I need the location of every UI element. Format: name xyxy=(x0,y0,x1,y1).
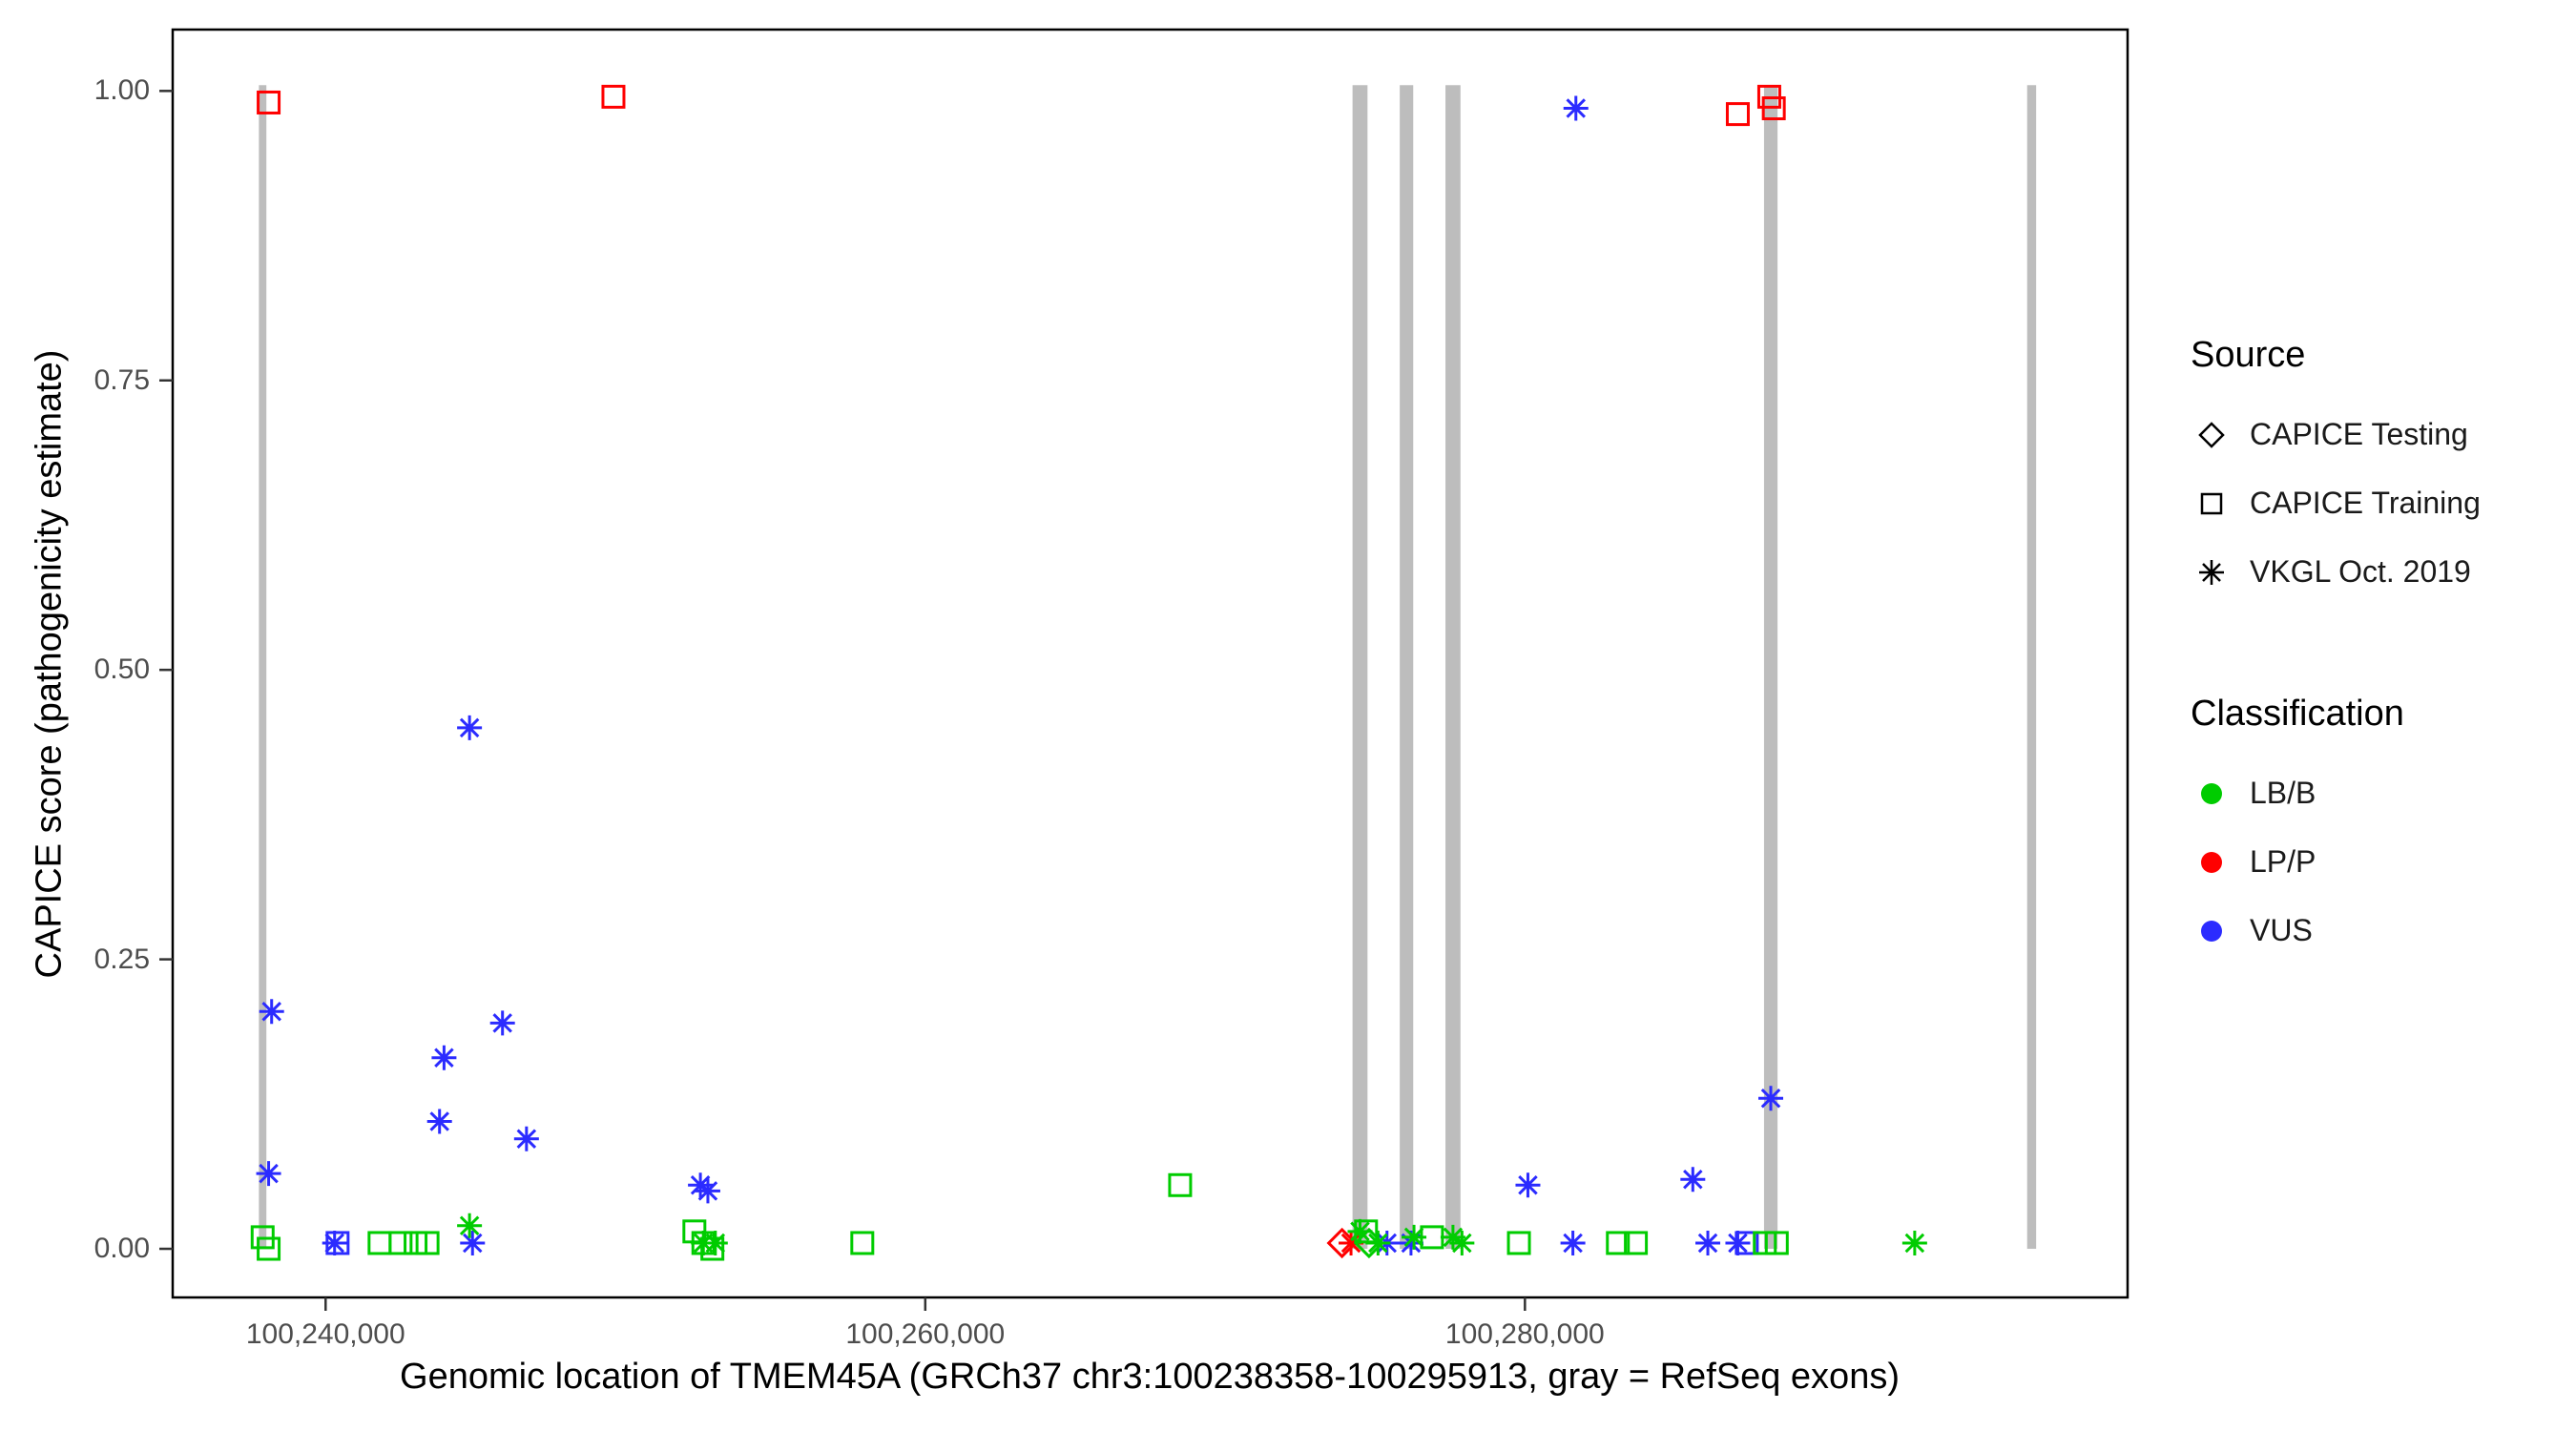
legend: Source CAPICE Testing CAPICE Training VK… xyxy=(2191,335,2576,965)
x-tick-label: 100,280,000 xyxy=(1444,1318,1605,1350)
data-point xyxy=(850,1231,875,1255)
data-point xyxy=(1901,1230,1927,1255)
data-point xyxy=(489,1010,515,1036)
legend-label: VKGL Oct. 2019 xyxy=(2250,554,2471,590)
lbb-dot-icon xyxy=(2191,775,2233,813)
data-point xyxy=(1347,1218,1373,1244)
data-point xyxy=(325,1231,350,1255)
data-point xyxy=(1758,1086,1784,1111)
x-tick-label: 100,240,000 xyxy=(245,1318,405,1350)
legend-label: VUS xyxy=(2250,913,2313,948)
legend-classification-group: Classification LB/B LP/P VUS xyxy=(2191,693,2576,965)
legend-label: LB/B xyxy=(2250,776,2316,811)
data-point xyxy=(1365,1230,1391,1255)
y-tick-label: 0.50 xyxy=(93,653,150,686)
y-tick-label: 1.00 xyxy=(93,74,150,107)
legend-item-capice-testing: CAPICE Testing xyxy=(2191,401,2576,469)
data-point xyxy=(259,999,284,1025)
legend-source-group: Source CAPICE Testing CAPICE Training VK… xyxy=(2191,335,2576,607)
data-point xyxy=(1735,1231,1759,1255)
y-tick-label: 0.00 xyxy=(93,1233,150,1265)
data-point xyxy=(1506,1231,1531,1255)
diamond-icon xyxy=(2191,416,2233,454)
data-point xyxy=(1761,96,1786,121)
data-point xyxy=(1624,1231,1649,1255)
data-point xyxy=(460,1230,486,1255)
refseq-exon-bar xyxy=(1400,85,1414,1250)
data-point xyxy=(1563,95,1589,121)
data-point xyxy=(388,1231,413,1255)
y-tick-label: 0.75 xyxy=(93,363,150,396)
x-tick-label: 100,260,000 xyxy=(845,1318,1006,1350)
data-point xyxy=(322,1230,347,1255)
data-point xyxy=(601,84,626,109)
legend-item-vkgl: VKGL Oct. 2019 xyxy=(2191,538,2576,607)
data-point xyxy=(1353,1227,1385,1259)
data-point xyxy=(1398,1230,1423,1255)
legend-item-vus: VUS xyxy=(2191,897,2576,965)
legend-item-lpp: LP/P xyxy=(2191,828,2576,897)
data-point xyxy=(1402,1224,1427,1250)
vus-dot-icon xyxy=(2191,912,2233,950)
data-point xyxy=(1560,1230,1586,1255)
refseq-exon-bar xyxy=(259,85,267,1250)
data-point xyxy=(702,1230,728,1255)
lpp-dot-icon xyxy=(2191,843,2233,881)
data-point xyxy=(426,1109,452,1134)
legend-label: CAPICE Testing xyxy=(2250,417,2468,452)
legend-label: CAPICE Training xyxy=(2250,486,2481,521)
data-point xyxy=(1449,1230,1475,1255)
data-point xyxy=(1764,1231,1789,1255)
data-point xyxy=(1725,1230,1751,1255)
square-icon xyxy=(2191,485,2233,523)
data-point xyxy=(257,1236,281,1261)
data-point xyxy=(431,1045,457,1070)
data-point xyxy=(1753,1231,1777,1255)
legend-classification-title: Classification xyxy=(2191,693,2404,734)
data-point xyxy=(1440,1224,1465,1250)
data-point xyxy=(367,1231,392,1255)
refseq-exon-bar xyxy=(1763,85,1778,1250)
data-point xyxy=(1695,1230,1721,1255)
y-tick-label: 0.25 xyxy=(93,943,150,975)
refseq-exon-bar xyxy=(1352,85,1368,1250)
data-point xyxy=(256,1161,281,1187)
data-point xyxy=(457,715,483,740)
data-point xyxy=(513,1126,539,1151)
legend-source-title: Source xyxy=(2191,335,2306,375)
refseq-exon-bar xyxy=(2026,85,2037,1250)
y-axis-title: CAPICE score (pathogenicity estimate) xyxy=(29,349,70,979)
data-point xyxy=(1515,1172,1541,1198)
data-point xyxy=(415,1231,440,1255)
data-point xyxy=(1680,1167,1706,1192)
data-point xyxy=(695,1178,720,1204)
asterisk-icon xyxy=(2191,553,2233,591)
data-point xyxy=(1606,1231,1631,1255)
x-axis-title: Genomic location of TMEM45A (GRCh37 chr3… xyxy=(400,1357,1900,1397)
data-point xyxy=(1339,1230,1364,1255)
data-point xyxy=(457,1213,483,1238)
panel-border xyxy=(171,28,2129,1299)
legend-item-capice-training: CAPICE Training xyxy=(2191,469,2576,538)
legend-label: LP/P xyxy=(2250,844,2316,880)
data-point xyxy=(257,90,281,114)
legend-item-lbb: LB/B xyxy=(2191,759,2576,828)
data-point xyxy=(1725,102,1750,127)
refseq-exon-bar xyxy=(1445,85,1461,1250)
data-point xyxy=(404,1231,428,1255)
data-point xyxy=(1168,1172,1193,1197)
